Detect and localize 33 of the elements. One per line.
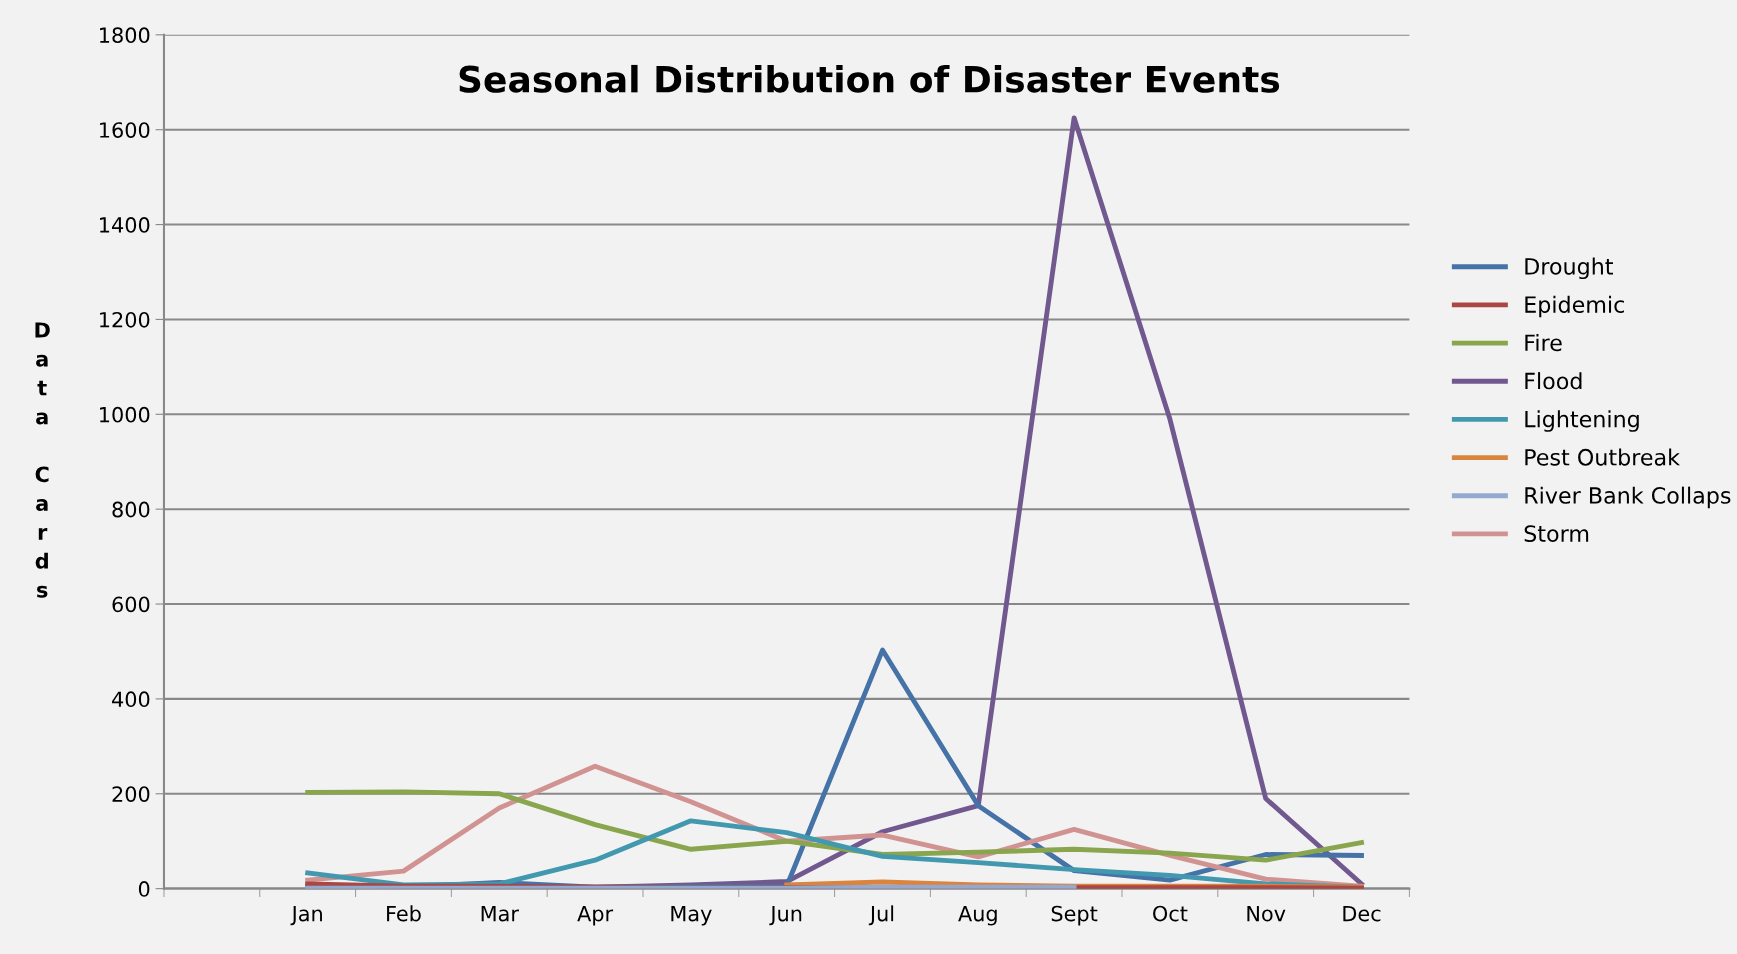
legend-label: Drought bbox=[1525, 257, 1613, 280]
y-tick-label: 600 bbox=[112, 596, 150, 613]
x-tick-label: Aug bbox=[958, 905, 997, 926]
x-tick-label: Nov bbox=[1247, 905, 1286, 922]
x-tick-label: Sept bbox=[1051, 905, 1098, 926]
legend-label: Storm bbox=[1524, 525, 1589, 543]
y-tick-label: 1200 bbox=[100, 311, 150, 328]
x-tick-label: Mar bbox=[481, 905, 519, 922]
text: Seasonal Distribution of Disaster Events bbox=[459, 64, 1280, 93]
legend-label: River Bank Collaps bbox=[1525, 486, 1731, 509]
legend-label: Epidemic bbox=[1525, 295, 1624, 318]
legend-label: Lightening bbox=[1525, 410, 1639, 432]
line-series bbox=[305, 789, 1364, 863]
x-tick-label: Jun bbox=[769, 905, 802, 926]
y-tick-label: 400 bbox=[112, 691, 150, 708]
y-tick-label: 200 bbox=[112, 786, 150, 802]
x-tick-label: Jan bbox=[290, 905, 322, 926]
y-tick-label: 1000 bbox=[100, 406, 150, 423]
y-tick-label: 1400 bbox=[100, 217, 150, 233]
y-tick-label: 0 bbox=[138, 881, 150, 897]
text: Data Cards bbox=[35, 322, 50, 598]
x-tick-label: Jul bbox=[868, 905, 894, 926]
y-tick-label: 800 bbox=[112, 501, 150, 518]
legend-label: Pest Outbreak bbox=[1525, 448, 1680, 466]
x-tick-label: Feb bbox=[387, 905, 421, 922]
x-tick-label: Oct bbox=[1153, 905, 1188, 922]
x-tick-label: Apr bbox=[577, 905, 614, 926]
y-tick-label: 1600 bbox=[100, 122, 150, 138]
y-tick-label: 1800 bbox=[100, 27, 150, 44]
legend-label: Fire bbox=[1525, 333, 1562, 352]
x-tick-label: Dec bbox=[1343, 905, 1381, 922]
legend-label: Flood bbox=[1525, 372, 1582, 390]
x-tick-label: May bbox=[671, 905, 712, 926]
